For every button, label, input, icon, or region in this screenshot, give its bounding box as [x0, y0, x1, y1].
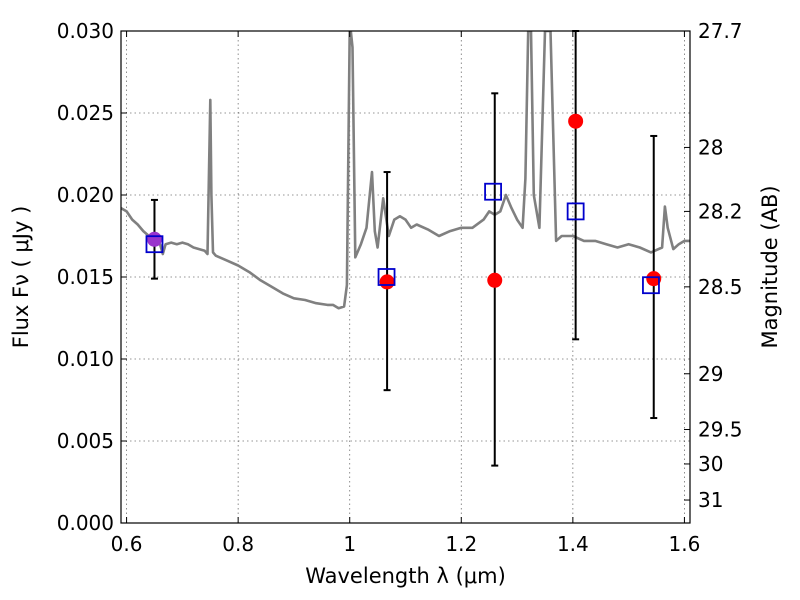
synthetic-point: [646, 271, 662, 287]
y2-tick-label: 28.5: [698, 275, 743, 299]
y2-tick-label: 31: [698, 488, 723, 512]
model-spectrum-line: [121, 31, 690, 310]
y-tick-label: 0.010: [57, 347, 114, 371]
x-tick-label: 1.2: [445, 532, 477, 556]
y2-tick-label: 29: [698, 362, 723, 386]
y-tick-label: 0.030: [57, 19, 114, 43]
y2-axis-label: Magnitude (AB): [758, 185, 782, 348]
y-tick-label: 0.005: [57, 429, 114, 453]
x-tick-label: 1.6: [669, 532, 701, 556]
observed-square: [642, 276, 660, 295]
x-tick-label: 1.4: [557, 532, 589, 556]
y-tick-label: 0.020: [57, 183, 114, 207]
x-tick-label: 0.8: [222, 532, 254, 556]
observed-square: [566, 202, 585, 221]
observed-square: [377, 268, 396, 286]
x-axis-label: Wavelength λ (μm): [305, 564, 506, 588]
y2-tick-label: 29.5: [698, 418, 743, 442]
plot-area: [121, 31, 690, 310]
synthetic-point: [487, 272, 503, 288]
y-tick-label: 0.025: [57, 101, 114, 125]
synthetic-point: [146, 231, 162, 247]
synthetic-point: [379, 274, 395, 290]
markers: [145, 30, 662, 467]
observed-square: [145, 235, 164, 254]
grid: [121, 30, 690, 524]
synthetic-point: [568, 113, 584, 129]
y2-tick-label: 30: [698, 452, 723, 476]
y-tick-label: 0.015: [57, 265, 114, 289]
x-tick-label: 1: [343, 532, 356, 556]
x-tick-label: 0.6: [111, 532, 143, 556]
y2-tick-label: 28.2: [698, 199, 743, 223]
y2-tick-label: 27.7: [698, 19, 743, 43]
y-axis-label: Flux Fν ( μJy ): [9, 206, 33, 349]
y-tick-label: 0.000: [57, 511, 114, 535]
observed-square: [484, 182, 502, 201]
y2-tick-label: 28: [698, 135, 723, 159]
axes: 0.6 0.8 1 1.2 1.4 1.6 0.000 0.005 0.010 0.015 0.02…: [9, 19, 782, 588]
